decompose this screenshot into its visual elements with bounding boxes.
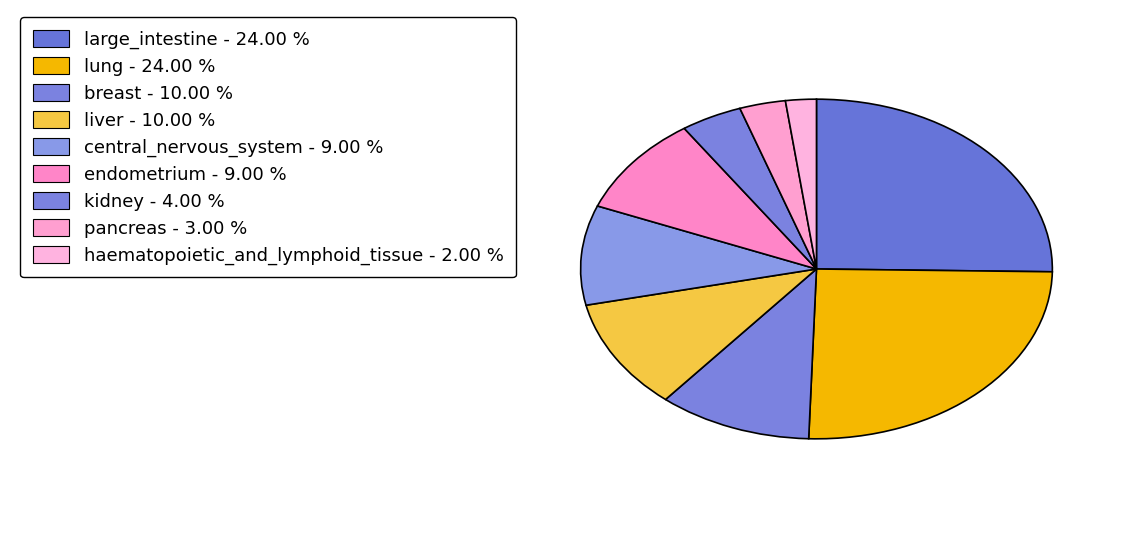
Wedge shape — [586, 269, 816, 400]
Wedge shape — [739, 101, 816, 269]
Wedge shape — [786, 99, 816, 269]
Wedge shape — [809, 269, 1052, 439]
Wedge shape — [816, 99, 1052, 272]
Wedge shape — [684, 108, 816, 269]
Wedge shape — [581, 206, 816, 305]
Wedge shape — [666, 269, 816, 438]
Legend: large_intestine - 24.00 %, lung - 24.00 %, breast - 10.00 %, liver - 10.00 %, ce: large_intestine - 24.00 %, lung - 24.00 … — [20, 17, 516, 278]
Wedge shape — [598, 129, 816, 269]
